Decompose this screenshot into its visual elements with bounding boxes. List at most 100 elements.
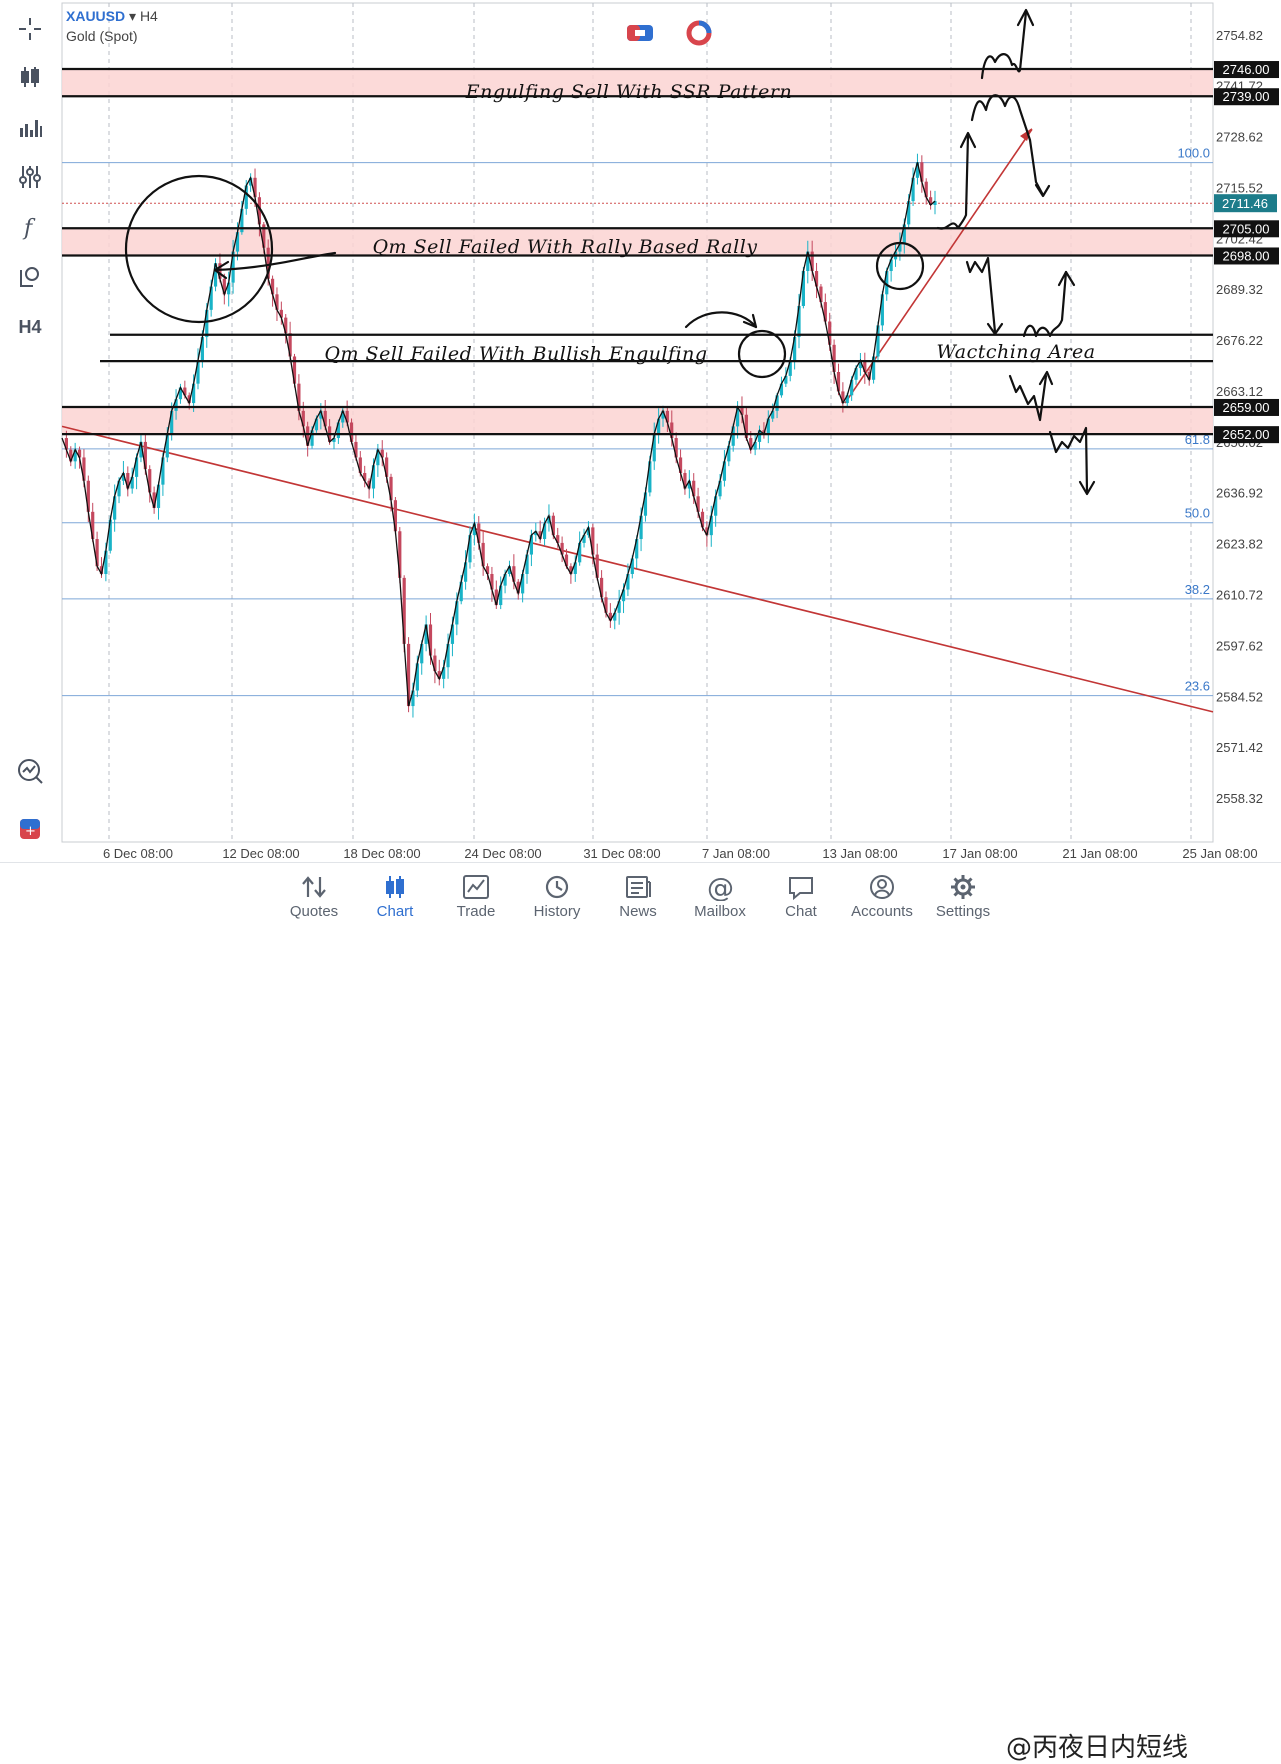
candle-body: [468, 535, 472, 563]
candle-body: [621, 589, 626, 602]
candle-body: [424, 624, 428, 644]
tab-history[interactable]: History: [516, 869, 598, 931]
candle-body: [499, 585, 503, 606]
candle-body: [692, 480, 696, 497]
candle-body: [69, 449, 73, 462]
quotes-icon: [302, 876, 326, 898]
chevron-down-icon[interactable]: ▾: [129, 8, 137, 24]
candle-body: [635, 539, 639, 559]
candle-body: [95, 539, 99, 567]
tab-label: History: [533, 903, 581, 920]
objects-icon[interactable]: [12, 262, 48, 292]
candle: [924, 178, 928, 205]
symbol-header[interactable]: XAUUSD ▾ H4 Gold (Spot): [66, 8, 158, 44]
trendline-ascending: [844, 128, 1033, 404]
candle-body: [678, 457, 683, 473]
supply-demand-zones: [62, 69, 1213, 435]
candle-body: [753, 441, 757, 450]
candle-body: [836, 372, 841, 392]
candle: [227, 271, 231, 307]
candle: [929, 190, 933, 210]
candle-body: [657, 418, 661, 435]
time-tick: 18 Dec 08:00: [343, 846, 420, 861]
price-tick: 2558.32: [1216, 791, 1263, 806]
candle-body: [442, 667, 446, 679]
candle: [424, 615, 428, 652]
timeframe-label[interactable]: H4: [18, 316, 42, 337]
candle-body: [99, 566, 104, 574]
chart-annotation: Engulfing Sell With SSR Pattern: [465, 81, 792, 103]
candlestick-icon[interactable]: [12, 62, 48, 92]
hand-drawings: [124, 8, 1096, 496]
candle-body: [235, 232, 240, 252]
candle-body: [200, 337, 204, 361]
candle-body: [156, 484, 161, 508]
level-price-box: [1214, 398, 1279, 416]
level-price-label: 2698.00: [1223, 248, 1270, 263]
candle-body: [648, 461, 652, 493]
candle-body: [284, 317, 288, 334]
tab-chart[interactable]: Chart: [354, 869, 436, 931]
tab-settings[interactable]: Settings: [922, 869, 1004, 931]
tab-label: Quotes: [289, 903, 339, 920]
arrowhead: [959, 131, 977, 149]
candle-body: [77, 449, 82, 458]
circle-highlight: [875, 241, 925, 291]
trade-icon[interactable]: +: [12, 814, 48, 844]
candle-body: [411, 690, 415, 707]
tab-news[interactable]: News: [597, 869, 679, 931]
chart-area[interactable]: 100.0 61.8 50.0 38.2 23.6 Engulfing Sell Wit…: [0, 0, 1281, 862]
crosshair-icon[interactable]: [12, 14, 48, 44]
tab-trade[interactable]: Trade: [435, 869, 517, 931]
mailbox-icon: @: [707, 873, 734, 901]
candle-body: [907, 201, 911, 225]
tab-mailbox[interactable]: @ Mailbox: [679, 869, 761, 931]
candle: [485, 563, 490, 581]
candle: [626, 563, 630, 597]
scenario-watch: [1008, 374, 1048, 422]
candle-body: [310, 430, 314, 446]
candle-body: [209, 286, 213, 310]
candle-body: [196, 360, 200, 384]
candle: [275, 287, 279, 321]
candle-body: [889, 259, 893, 272]
candle: [920, 155, 924, 193]
market-status-icon[interactable]: [686, 20, 712, 51]
fib-label: 50.0: [1185, 506, 1210, 521]
candle-body: [806, 251, 810, 272]
sliders-icon[interactable]: [12, 162, 48, 192]
candle-body: [459, 581, 463, 602]
candle-body: [564, 554, 569, 567]
candle: [657, 408, 661, 444]
indicators-icon[interactable]: [12, 112, 48, 142]
candle-body: [788, 360, 792, 376]
candle-body: [371, 465, 376, 489]
scenario-up: [936, 133, 970, 230]
symbol-name[interactable]: XAUUSD: [66, 8, 126, 24]
candle-body: [437, 671, 441, 679]
time-tick: 13 Jan 08:00: [822, 846, 897, 861]
function-icon[interactable]: f: [12, 212, 48, 242]
candle-body: [604, 597, 608, 613]
candle-body: [599, 577, 604, 598]
tab-quotes[interactable]: Quotes: [273, 869, 355, 931]
tab-accounts[interactable]: Accounts: [841, 869, 923, 931]
tab-chat[interactable]: Chat: [760, 869, 842, 931]
price-chart[interactable]: 100.0 61.8 50.0 38.2 23.6 Engulfing Sell Wit…: [0, 0, 1281, 862]
candle-body: [301, 410, 305, 427]
candle: [380, 440, 384, 467]
candle-body: [503, 573, 507, 586]
price-tick: 2715.52: [1216, 180, 1263, 195]
candle-body: [920, 162, 924, 182]
candle-body: [915, 162, 920, 178]
one-click-trading-icon[interactable]: [626, 22, 654, 49]
level-price-box: [1214, 61, 1279, 79]
candle: [560, 536, 564, 563]
tab-label: Chat: [785, 903, 817, 920]
candle-body: [779, 383, 784, 396]
candle-body: [398, 531, 402, 578]
price-tick: 2623.82: [1216, 537, 1263, 552]
trendline-arrowhead: [1020, 128, 1032, 141]
zoom-chart-icon[interactable]: [12, 756, 48, 786]
candle-body: [643, 492, 648, 516]
